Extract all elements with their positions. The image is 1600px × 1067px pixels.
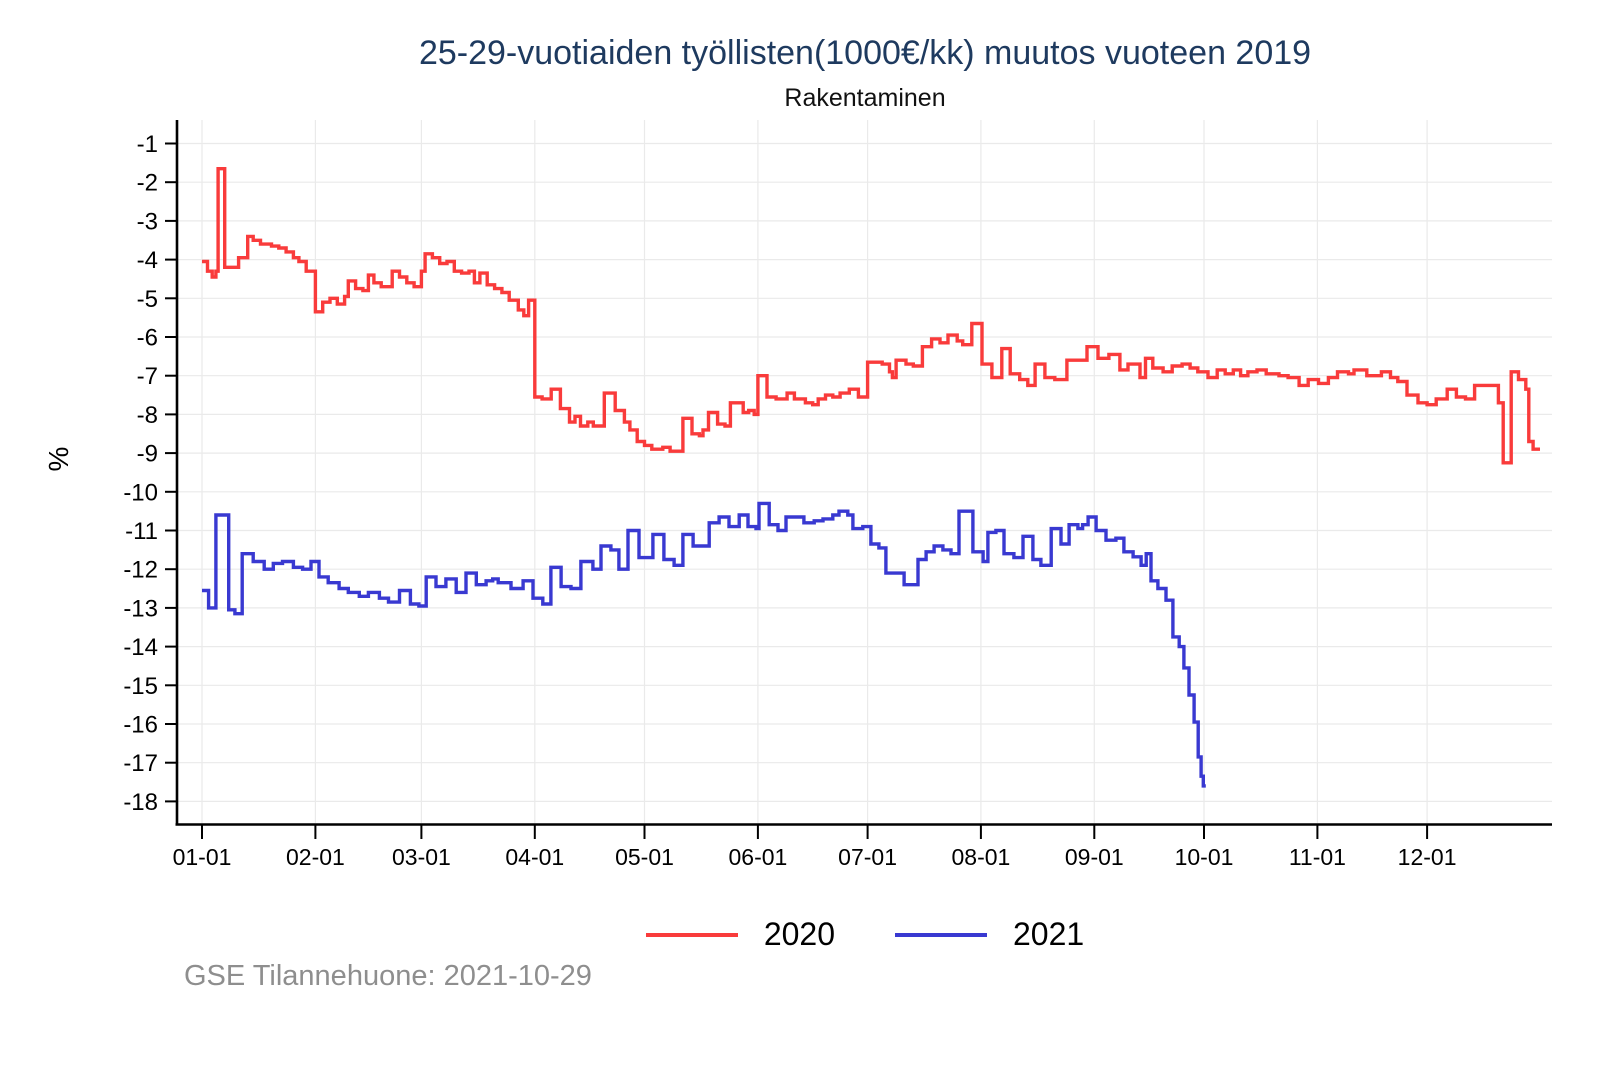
svg-text:-3: -3 xyxy=(137,208,158,235)
svg-text:-5: -5 xyxy=(137,286,158,313)
legend-line-blue-icon xyxy=(895,932,987,937)
legend-line-red-icon xyxy=(645,932,738,937)
svg-text:-2: -2 xyxy=(137,170,158,197)
svg-text:-6: -6 xyxy=(137,325,158,352)
legend-label-2020: 2020 xyxy=(763,916,835,952)
chart-subtitle: Rakentaminen xyxy=(784,84,946,112)
svg-text:09-01: 09-01 xyxy=(1065,844,1124,870)
svg-text:08-01: 08-01 xyxy=(951,844,1010,870)
svg-text:-13: -13 xyxy=(123,595,158,622)
svg-text:-15: -15 xyxy=(123,673,158,700)
svg-text:-7: -7 xyxy=(137,363,158,390)
legend-item-2020: 2020 xyxy=(645,916,835,953)
legend-item-2021: 2021 xyxy=(895,916,1084,953)
svg-text:-10: -10 xyxy=(123,479,158,506)
svg-text:-11: -11 xyxy=(125,518,158,545)
svg-text:-8: -8 xyxy=(137,402,158,429)
svg-text:07-01: 07-01 xyxy=(838,844,897,870)
svg-text:05-01: 05-01 xyxy=(615,844,674,870)
svg-text:-1: -1 xyxy=(137,131,158,158)
svg-text:01-01: 01-01 xyxy=(173,844,232,870)
svg-text:-14: -14 xyxy=(123,634,158,661)
chart-title: 25-29-vuotiaiden työllisten(1000€/kk) mu… xyxy=(418,34,1312,72)
svg-text:-18: -18 xyxy=(123,789,158,816)
legend-label-2021: 2021 xyxy=(1013,916,1085,952)
svg-text:-16: -16 xyxy=(123,712,158,739)
svg-text:12-01: 12-01 xyxy=(1398,844,1457,870)
svg-text:06-01: 06-01 xyxy=(728,844,787,870)
svg-text:-17: -17 xyxy=(123,750,158,777)
chart-legend: 2020 2021 xyxy=(178,916,1552,953)
svg-text:-12: -12 xyxy=(123,557,158,584)
svg-text:10-01: 10-01 xyxy=(1175,844,1234,870)
svg-text:02-01: 02-01 xyxy=(286,844,345,870)
svg-text:11-01: 11-01 xyxy=(1289,844,1346,870)
svg-text:04-01: 04-01 xyxy=(505,844,564,870)
svg-text:-9: -9 xyxy=(137,441,158,468)
svg-text:03-01: 03-01 xyxy=(392,844,451,870)
svg-text:-4: -4 xyxy=(137,247,158,274)
source-note: GSE Tilannehuone: 2021-10-29 xyxy=(184,960,592,992)
